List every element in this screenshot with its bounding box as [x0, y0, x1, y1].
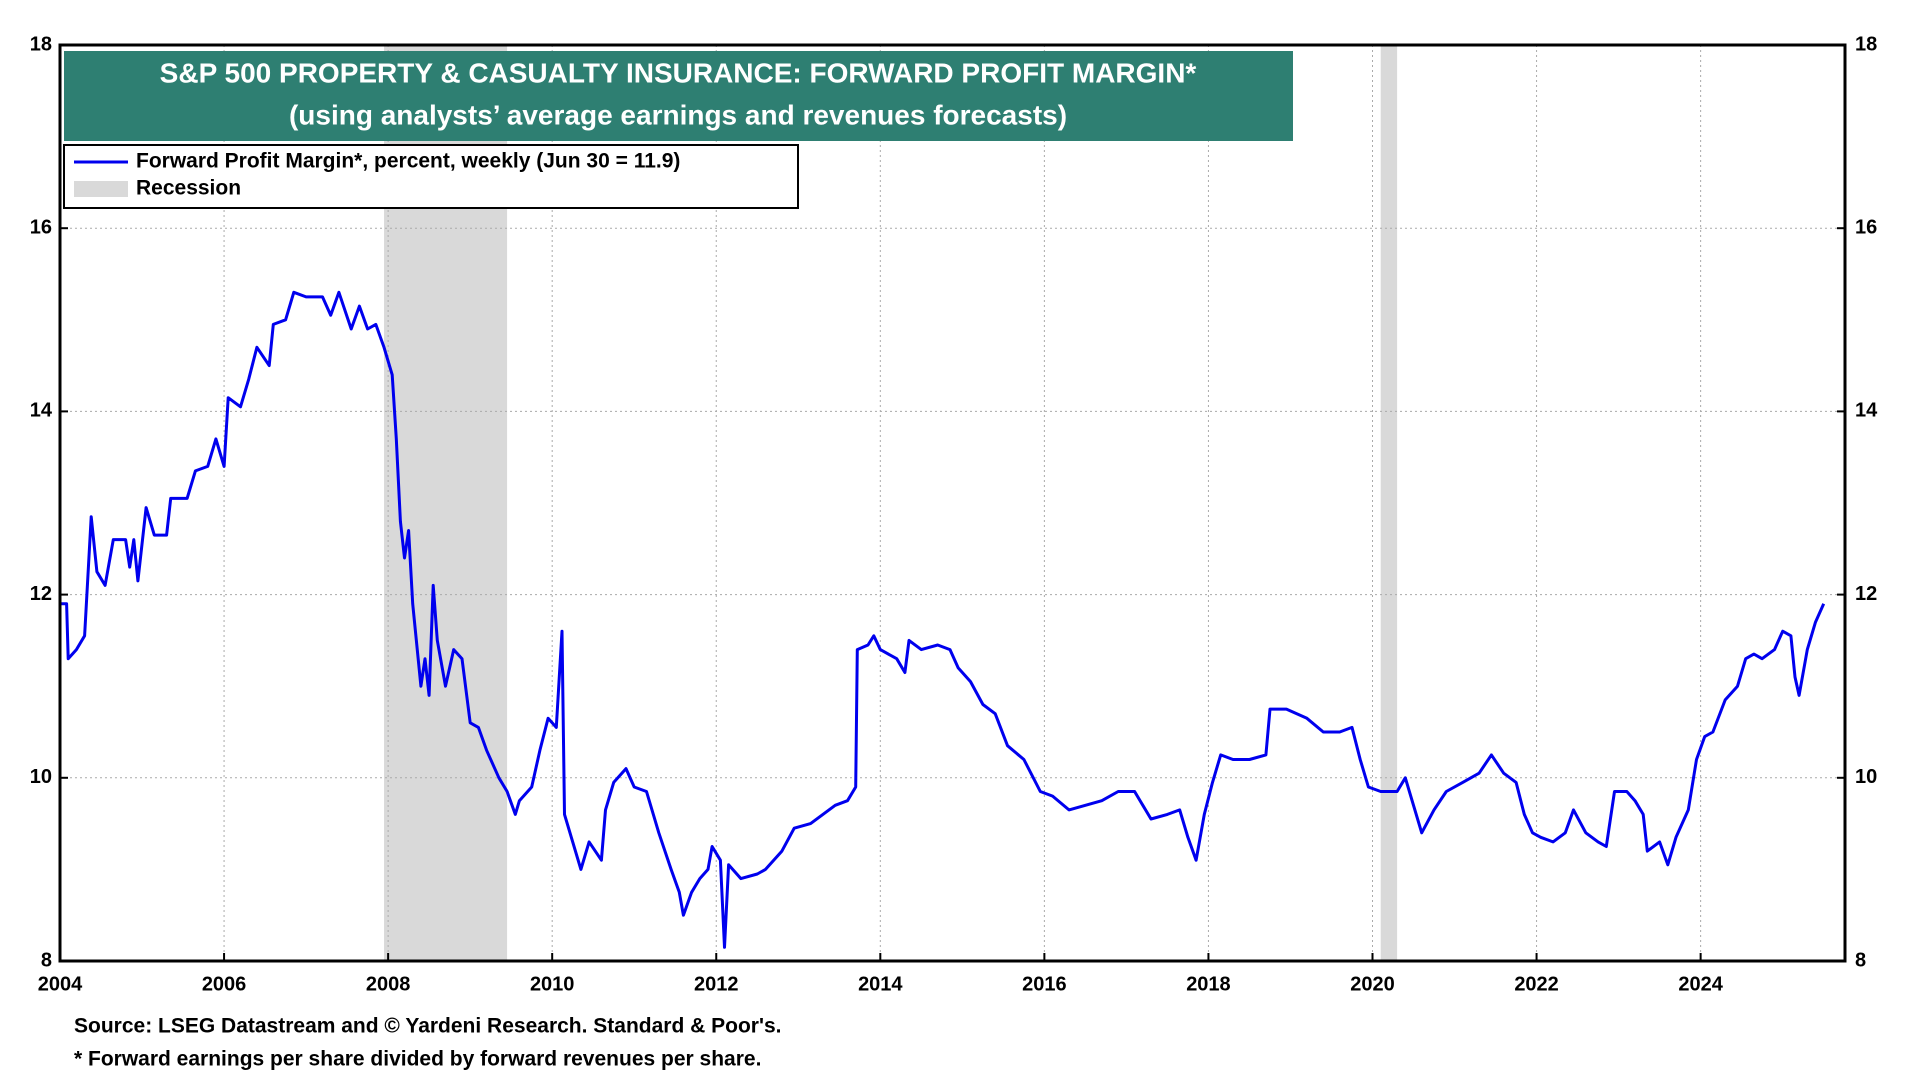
- y2-tick-label: 12: [1855, 583, 1877, 605]
- chart-subtitle: (using analysts’ average earnings and re…: [289, 99, 1067, 130]
- title-box: [64, 51, 1293, 141]
- y-tick-label: 16: [30, 216, 52, 238]
- y2-tick-label: 18: [1855, 33, 1877, 55]
- y-tick-label: 18: [30, 33, 52, 55]
- recession-band: [1380, 45, 1398, 961]
- x-tick-label: 2020: [1350, 973, 1395, 995]
- x-tick-label: 2004: [38, 973, 83, 995]
- data-line: [60, 290, 1826, 949]
- x-tick-label: 2014: [858, 973, 903, 995]
- x-tick-label: 2022: [1514, 973, 1559, 995]
- x-tick-label: 2008: [366, 973, 411, 995]
- legend: [63, 144, 799, 209]
- legend-swatch: [74, 181, 128, 197]
- y-tick-label: 10: [30, 766, 52, 788]
- series: [60, 290, 1826, 949]
- plot-frame: [58, 43, 1847, 963]
- legend-label: Recession: [136, 177, 241, 200]
- y-tick-label: 14: [30, 400, 53, 422]
- x-tick-label: 2006: [202, 973, 247, 995]
- x-tick-label: 2012: [694, 973, 739, 995]
- chart-title: S&P 500 PROPERTY & CASUALTY INSURANCE: F…: [160, 57, 1197, 88]
- y2-tick-label: 10: [1855, 766, 1877, 788]
- source: Source: LSEG Datastream and © Yardeni Re…: [74, 1015, 781, 1038]
- footnote: * Forward earnings per share divided by …: [74, 1048, 761, 1071]
- x-tick-label: 2016: [1022, 973, 1067, 995]
- y-tick-label: 12: [30, 583, 52, 605]
- x-tick-label: 2010: [530, 973, 575, 995]
- x-tick-label: 2018: [1186, 973, 1231, 995]
- y2-tick-label: 14: [1855, 400, 1878, 422]
- legend-label: Forward Profit Margin*, percent, weekly …: [136, 150, 680, 173]
- x-tick-label: 2024: [1678, 973, 1723, 995]
- y-tick-label: 8: [41, 949, 52, 971]
- y2-tick-label: 8: [1855, 949, 1866, 971]
- y2-tick-label: 16: [1855, 216, 1877, 238]
